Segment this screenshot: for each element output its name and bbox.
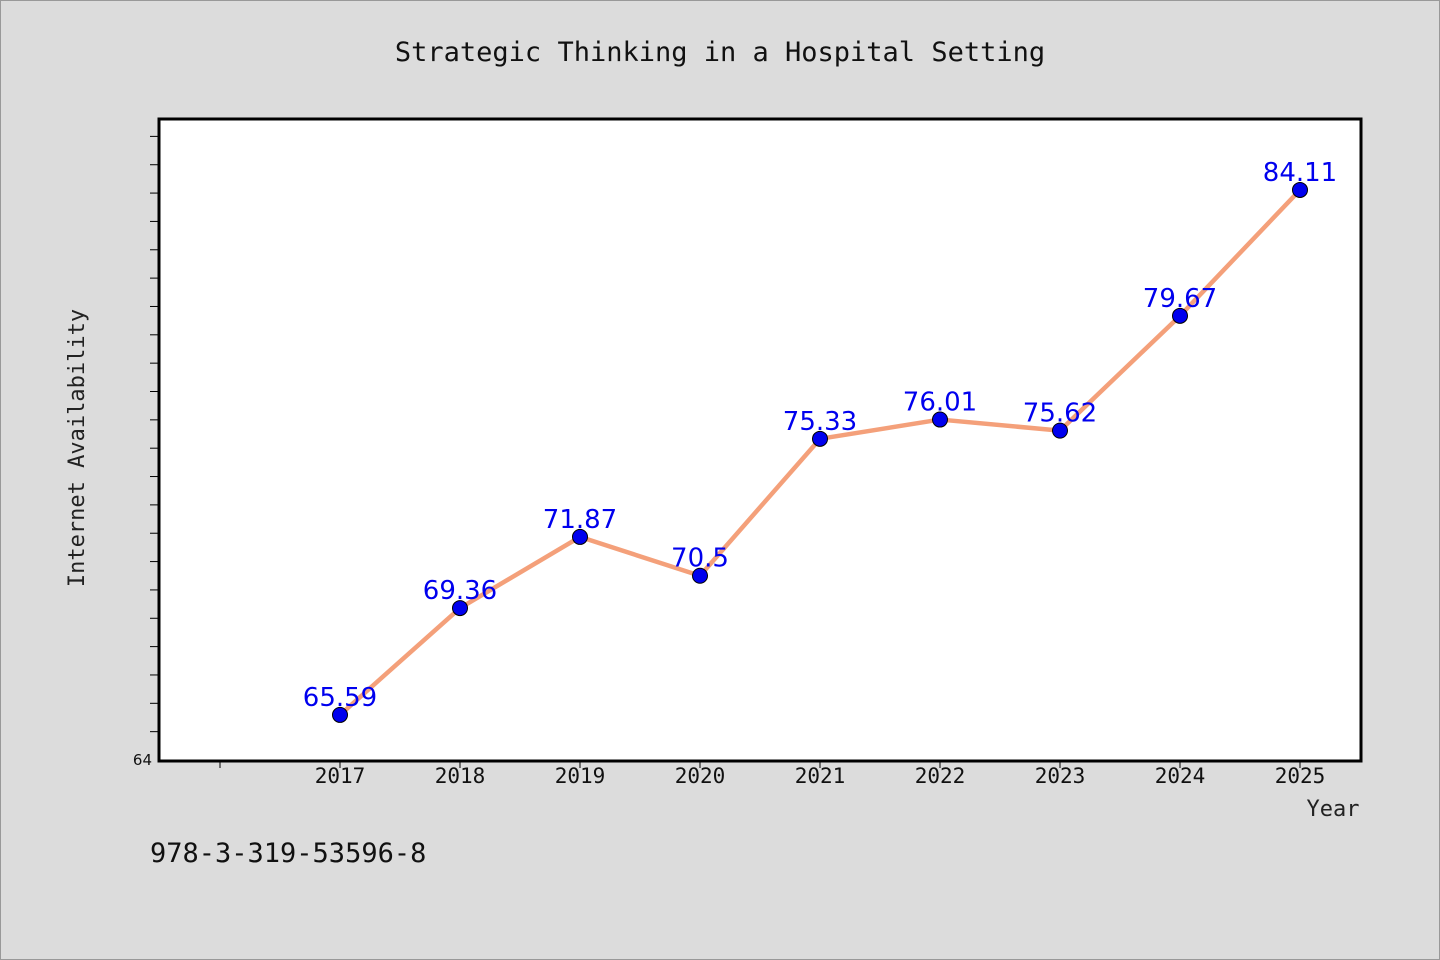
plot-area xyxy=(157,117,1363,763)
data-point xyxy=(332,706,348,723)
data-label: 75.62 xyxy=(1023,399,1097,429)
x-axis-label: Year xyxy=(1307,797,1360,822)
x-tick-label: 2019 xyxy=(555,764,606,788)
data-point xyxy=(1292,181,1308,198)
series-layer: 65.59 69.36 71.87 70.5 75.33 76.01 75.62 79.67 8… xyxy=(303,158,1337,723)
data-label: 84.11 xyxy=(1263,158,1337,188)
data-point xyxy=(692,567,708,584)
x-tick-label: 2017 xyxy=(315,764,366,788)
y-axis-ticks: 64 xyxy=(133,135,160,769)
data-label: 65.59 xyxy=(303,683,377,713)
data-label: 76.01 xyxy=(903,388,977,418)
data-point xyxy=(812,430,828,447)
data-label: 71.87 xyxy=(543,505,617,535)
x-tick-label: 2018 xyxy=(435,764,486,788)
x-tick-label: 2022 xyxy=(915,764,966,788)
x-axis-ticks: 2017 2018 2019 2020 2021 2022 2023 2024 2025 xyxy=(219,760,1326,788)
data-label: 75.33 xyxy=(783,407,857,437)
data-point xyxy=(572,528,588,545)
y-tick-label: 64 xyxy=(133,751,152,769)
data-label: 79.67 xyxy=(1143,284,1217,314)
data-point xyxy=(452,600,468,617)
data-point xyxy=(1052,422,1068,439)
x-tick-label: 2021 xyxy=(795,764,846,788)
x-tick-label: 2020 xyxy=(675,764,726,788)
x-tick-label: 2024 xyxy=(1155,764,1206,788)
data-label: 69.36 xyxy=(423,576,497,606)
y-axis-label: Internet Availability xyxy=(65,309,90,587)
data-point xyxy=(1172,307,1188,324)
x-tick-label: 2023 xyxy=(1035,764,1086,788)
data-point xyxy=(932,411,948,428)
footer-isbn: 978-3-319-53596-8 xyxy=(150,838,426,869)
data-label: 70.5 xyxy=(671,544,729,574)
chart-title: Strategic Thinking in a Hospital Setting xyxy=(395,37,1045,68)
x-tick-label: 2025 xyxy=(1275,764,1326,788)
